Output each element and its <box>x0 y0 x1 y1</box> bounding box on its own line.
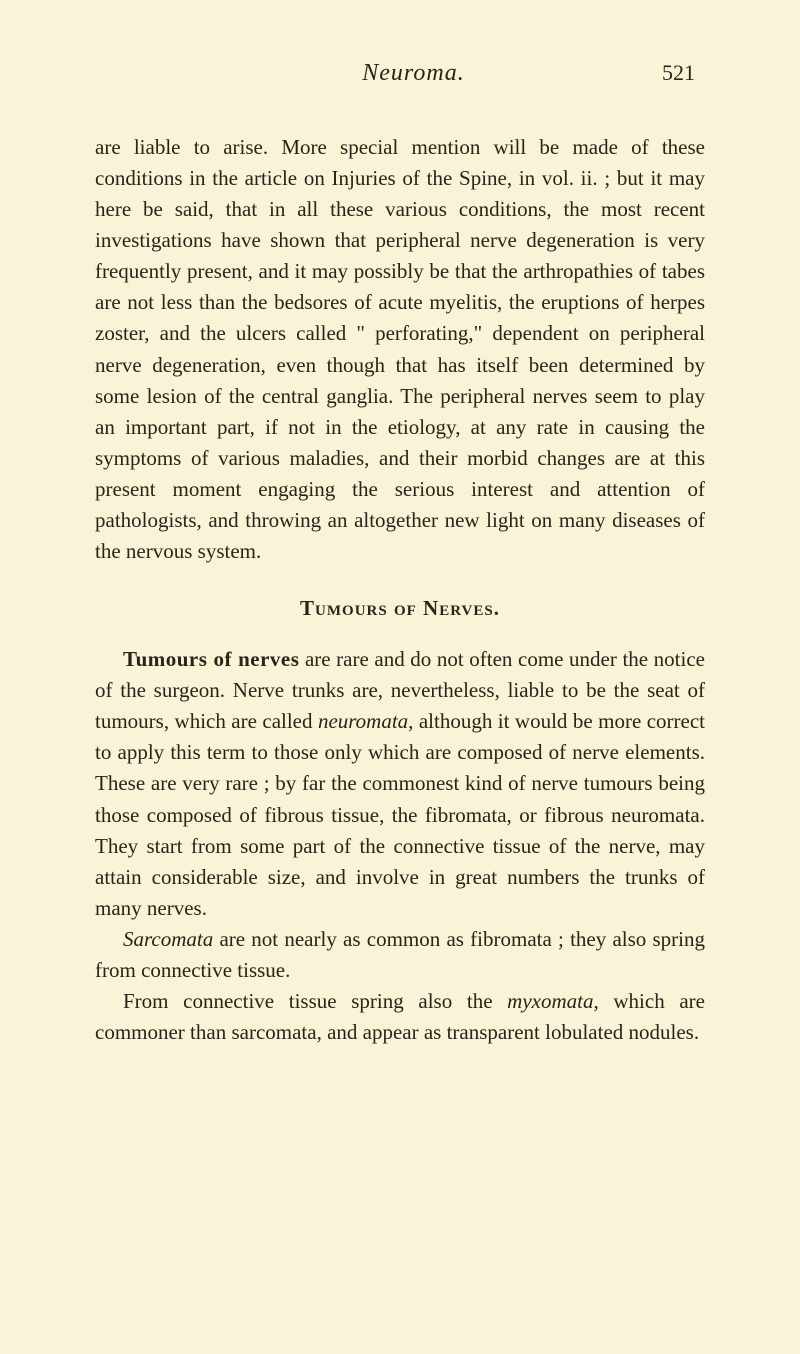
italic-myxomata: myxomata <box>507 989 593 1013</box>
page-header: Neuroma. 521 <box>95 60 705 87</box>
header-title: Neuroma. <box>165 60 662 87</box>
paragraph-1: are liable to arise. More special mentio… <box>95 132 705 567</box>
paragraph-4: From connective tissue spring also the m… <box>95 986 705 1048</box>
section-heading: Tumours of Nerves. <box>95 593 705 624</box>
para4-text1: From connective tissue spring also the <box>123 989 507 1013</box>
italic-sarcomata: Sarcomata <box>123 927 213 951</box>
paragraph-2: Tumours of nerves are rare and do not of… <box>95 644 705 924</box>
body-content: are liable to arise. More special mentio… <box>95 132 705 1048</box>
italic-neuromata: neuromata <box>318 709 408 733</box>
paragraph-3: Sarcomata are not nearly as common as fi… <box>95 924 705 986</box>
para2-text2: , although it would be more correct to a… <box>95 709 705 919</box>
bold-lead: Tumours of nerves <box>123 647 299 671</box>
page-number: 521 <box>662 60 695 86</box>
